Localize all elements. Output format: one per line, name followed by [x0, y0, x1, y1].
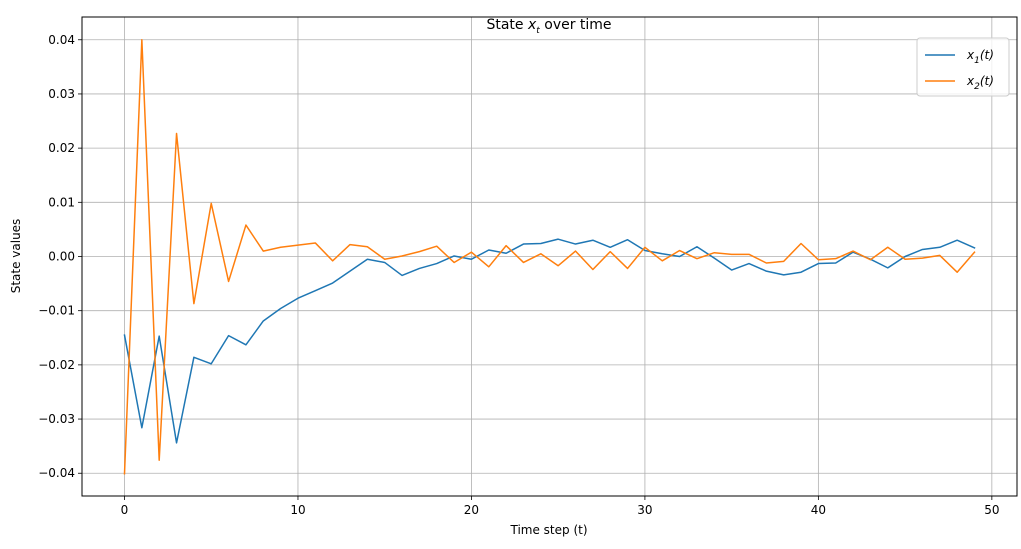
x-tick-label: 0	[121, 503, 129, 517]
x-tick-label: 50	[984, 503, 999, 517]
y-tick-label: −0.01	[38, 304, 75, 318]
chart-title: State xt over time	[486, 17, 611, 36]
y-tick-label: 0.00	[48, 250, 75, 264]
series-line-x2	[123, 39, 976, 475]
y-axis-label: State values	[9, 219, 23, 294]
grid	[82, 17, 1017, 496]
legend-label-x2: x2(t)	[966, 74, 994, 92]
x-tick-label: 30	[637, 503, 652, 517]
legend-box	[916, 37, 1010, 97]
series-line-x1	[123, 238, 976, 444]
y-tick-label: 0.04	[48, 33, 75, 47]
y-tick-label: 0.03	[48, 87, 75, 101]
x-tick-label: 20	[464, 503, 479, 517]
y-tick-label: 0.01	[48, 195, 75, 209]
y-tick-label: −0.03	[38, 412, 75, 426]
y-tick-label: −0.02	[38, 358, 75, 372]
x-tick-label: 10	[290, 503, 305, 517]
x-axis-label: Time step (t)	[509, 523, 587, 537]
legend-label-x1: x1(t)	[966, 48, 994, 66]
ticks: 0 10 20 30 40 50 −0.04 −0.03 −0.02 −0.01 0.00 0.01 0…	[38, 33, 999, 517]
series-lines	[123, 39, 976, 475]
y-tick-label: 0.02	[48, 141, 75, 155]
x-tick-label: 40	[811, 503, 826, 517]
legend: x1(t) x2(t)	[916, 37, 1010, 97]
y-tick-label: −0.04	[38, 466, 75, 480]
